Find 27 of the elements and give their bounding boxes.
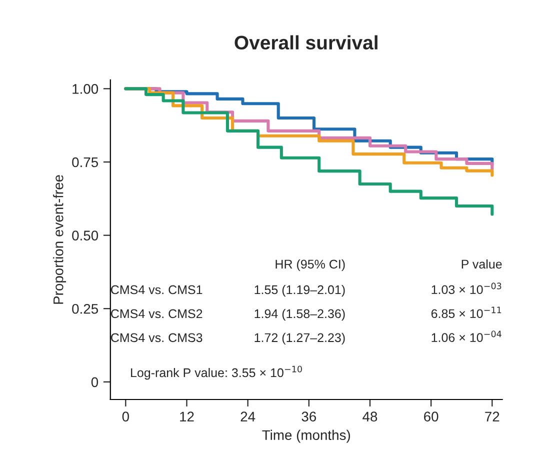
x-tick-label: 36 [302, 412, 316, 422]
y-tick-label: 0.75 [72, 157, 98, 168]
chart-title: Overall survival [234, 35, 378, 50]
annotation: 1.03 × 10$^{−03}$ [432, 282, 502, 294]
y-tick-label: 1.00 [72, 84, 98, 94]
annotation: 1.55 (1.19–2.01) [254, 284, 345, 297]
annotation: Log-rank P value: 3.55 × 10$^{−10}$ [131, 366, 302, 380]
y-axis-title: Proportion event-free [53, 175, 66, 304]
x-tick-label: 0 [122, 412, 129, 422]
annotation: 1.94 (1.58–2.36) [254, 308, 345, 321]
x-tick-label: 60 [424, 412, 438, 422]
annotation: 6.85 × 10$^{−11}$ [431, 306, 502, 318]
x-tick-label: 72 [485, 412, 500, 422]
annotation: CMS4 vs. CMS2 [111, 309, 202, 318]
annotation: 1.72 (1.27–2.23) [254, 332, 345, 345]
annotation: CMS4 vs. CMS1 [111, 285, 202, 294]
y-tick-label: 0.25 [72, 304, 98, 314]
annotation: 1.06 × 10$^{−04}$ [432, 330, 502, 342]
annotation: HR (95% CI) [276, 259, 345, 272]
x-axis-title: Time (months) [262, 430, 350, 443]
x-tick-label: 48 [362, 412, 378, 422]
x-tick-label: 12 [180, 412, 194, 422]
x-tick-label: 24 [240, 412, 256, 422]
y-tick-label: 0.50 [72, 230, 98, 240]
annotation: CMS4 vs. CMS3 [111, 333, 202, 342]
annotation: P value [462, 259, 502, 269]
y-tick-label: 0 [91, 377, 98, 388]
